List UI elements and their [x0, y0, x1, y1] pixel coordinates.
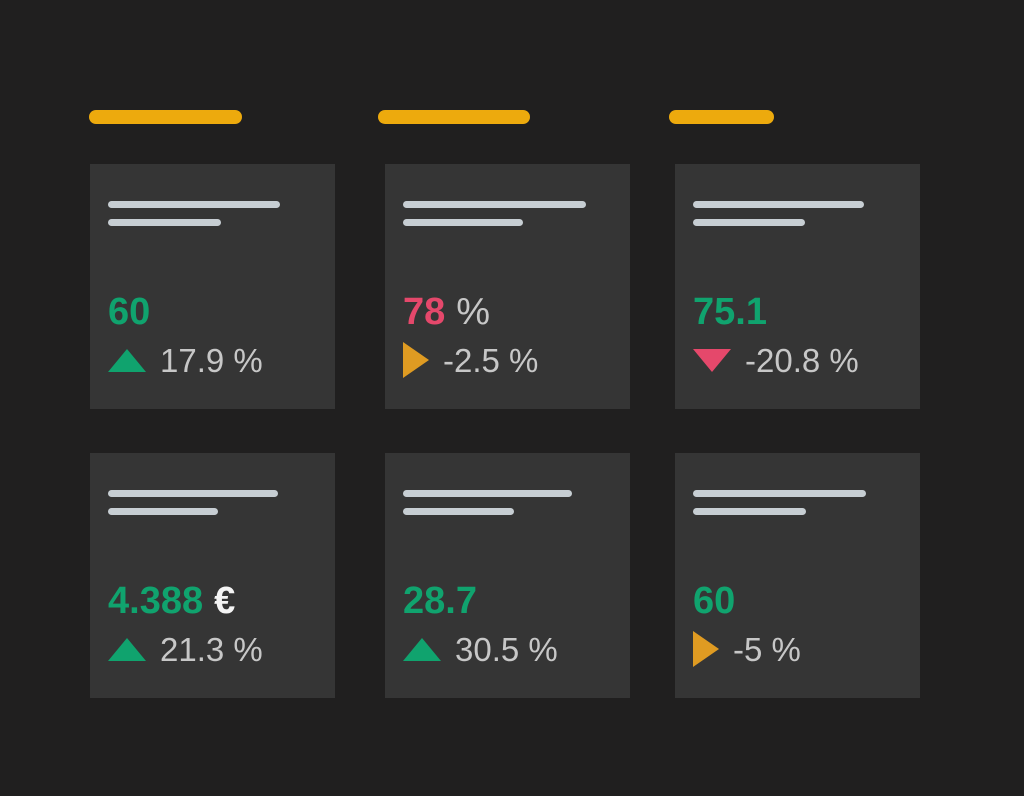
trend-down-icon: [693, 348, 731, 372]
skeleton-line-short: [693, 219, 805, 226]
skeleton-line-short: [108, 219, 221, 226]
card-title-skeleton: [403, 473, 612, 515]
trend-up-icon: [108, 637, 146, 661]
skeleton-line-short: [403, 508, 514, 515]
kpi-trend-row: -20.8 %: [693, 341, 902, 379]
kpi-delta: 30.5 %: [455, 630, 558, 668]
card-highlight-bar: [669, 110, 774, 124]
kpi-value: 78: [403, 291, 446, 334]
kpi-unit: %: [456, 291, 491, 334]
trend-flat-icon: [403, 342, 429, 378]
kpi-value: 60: [108, 291, 151, 334]
kpi-value: 60: [693, 580, 736, 623]
kpi-trend-row: -2.5 %: [403, 341, 612, 379]
kpi-card[interactable]: 60 17.9 %: [90, 164, 335, 409]
kpi-unit: €: [214, 580, 236, 623]
kpi-delta: 21.3 %: [160, 630, 263, 668]
card-title-skeleton: [403, 184, 612, 226]
kpi-delta: -5 %: [733, 630, 801, 668]
kpi-trend-row: 21.3 %: [108, 630, 317, 668]
card-title-skeleton: [108, 473, 317, 515]
skeleton-line-long: [403, 201, 586, 208]
skeleton-line-long: [693, 201, 864, 208]
kpi-value-row: 75.1: [693, 291, 902, 334]
skeleton-line-long: [108, 490, 278, 497]
kpi-trend-row: 30.5 %: [403, 630, 612, 668]
card-highlight-bar: [378, 110, 530, 124]
card-title-skeleton: [108, 184, 317, 226]
kpi-value-row: 78 %: [403, 291, 612, 334]
kpi-value-row: 60: [693, 580, 902, 623]
kpi-value: 4.388: [108, 580, 204, 623]
kpi-trend-row: 17.9 %: [108, 341, 317, 379]
skeleton-line-short: [403, 219, 523, 226]
card-highlight-bar: [89, 110, 242, 124]
kpi-value: 75.1: [693, 291, 767, 334]
card-title-skeleton: [693, 473, 902, 515]
trend-up-icon: [108, 348, 146, 372]
kpi-trend-row: -5 %: [693, 630, 902, 668]
kpi-card[interactable]: 60 -5 %: [675, 453, 920, 698]
card-title-skeleton: [693, 184, 902, 226]
kpi-delta: -20.8 %: [745, 341, 859, 379]
trend-up-icon: [403, 637, 441, 661]
skeleton-line-short: [108, 508, 218, 515]
kpi-delta: 17.9 %: [160, 341, 263, 379]
kpi-card[interactable]: 4.388 € 21.3 %: [90, 453, 335, 698]
skeleton-line-long: [693, 490, 866, 497]
skeleton-line-long: [108, 201, 280, 208]
trend-flat-icon: [693, 631, 719, 667]
kpi-value-row: 28.7: [403, 580, 612, 623]
skeleton-line-short: [693, 508, 806, 515]
kpi-card[interactable]: 75.1 -20.8 %: [675, 164, 920, 409]
kpi-value: 28.7: [403, 580, 477, 623]
kpi-card[interactable]: 78 % -2.5 %: [385, 164, 630, 409]
kpi-delta: -2.5 %: [443, 341, 539, 379]
skeleton-line-long: [403, 490, 572, 497]
kpi-value-row: 4.388 €: [108, 580, 317, 623]
kpi-value-row: 60: [108, 291, 317, 334]
kpi-card[interactable]: 28.7 30.5 %: [385, 453, 630, 698]
